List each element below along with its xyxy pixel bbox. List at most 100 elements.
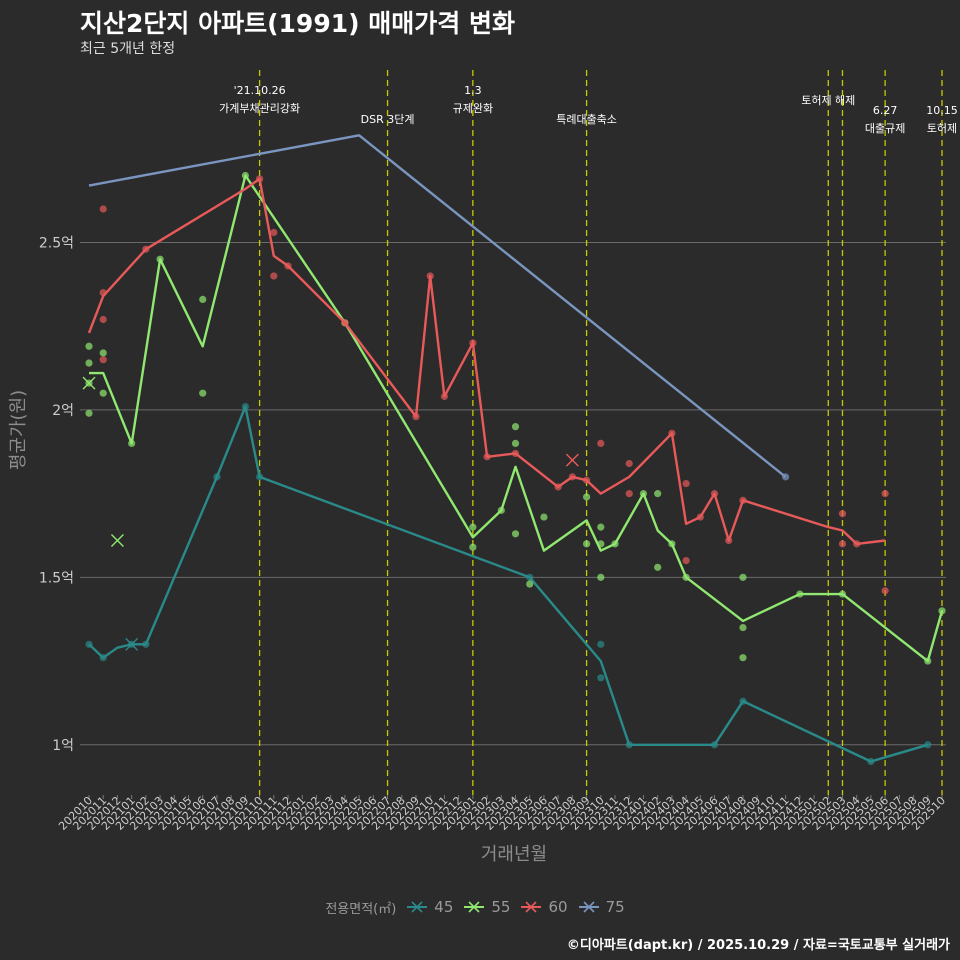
data-point-55: [85, 342, 93, 350]
data-point-60: [99, 356, 107, 364]
data-point-60: [412, 413, 420, 421]
event-label-date: 10.15: [926, 104, 958, 117]
data-point-60: [838, 540, 847, 548]
data-point-45: [99, 654, 107, 662]
data-point-60: [568, 473, 576, 481]
data-point-55: [682, 573, 690, 581]
event-label-date: '21.10.26: [234, 84, 286, 97]
legend-item-75: 75: [578, 898, 625, 916]
data-point-60: [838, 510, 847, 518]
event-label-date: 6.27: [873, 104, 898, 117]
data-point-55: [497, 506, 505, 514]
gridlines: [80, 241, 946, 746]
data-point-55: [526, 580, 534, 588]
data-point-60: [625, 490, 633, 498]
data-point-45: [213, 473, 221, 481]
data-point-60: [881, 587, 889, 595]
cross-stroke: [125, 637, 139, 651]
data-point-55: [938, 607, 946, 615]
data-point-55: [611, 540, 619, 548]
data-point-60: [426, 272, 434, 280]
data-point-55: [156, 255, 164, 263]
chart-title: 지산2단지 아파트(1991) 매매가격 변화: [80, 9, 515, 38]
data-point-60: [142, 245, 150, 253]
legend-key-icon: [521, 901, 542, 913]
data-point-60: [625, 459, 633, 468]
data-point-45: [924, 741, 932, 749]
legend-key-icon: [407, 901, 428, 913]
data-point-55: [739, 623, 747, 632]
data-point-60: [597, 439, 605, 447]
data-point-60: [710, 490, 719, 498]
y-tick-label: 2억: [52, 403, 74, 419]
data-point-55: [796, 590, 804, 598]
data-point-45: [241, 402, 249, 411]
data-point-75: [782, 473, 790, 481]
data-point-60: [511, 449, 520, 458]
legend-label: 55: [491, 898, 511, 916]
data-point-45: [867, 757, 875, 766]
data-point-45: [142, 640, 150, 648]
data-point-60: [554, 483, 562, 491]
data-point-45: [597, 674, 605, 682]
series-line-45: [88, 405, 929, 763]
data-point-60: [853, 540, 861, 548]
data-point-60: [881, 490, 889, 498]
data-point-60: [440, 392, 449, 401]
event-label-text: 토허제: [927, 122, 957, 135]
data-point-55: [99, 389, 107, 397]
event-label-text: 대출규제: [865, 122, 905, 135]
data-point-55: [582, 493, 591, 501]
event-label-text: 토허제 해제: [801, 93, 855, 107]
event-label-text: DSR 3단계: [361, 113, 415, 126]
event-label-date: 1.3: [464, 84, 482, 97]
data-point-60: [483, 453, 491, 461]
data-point-45: [526, 573, 534, 581]
data-point-60: [469, 339, 477, 347]
event-label-text: 특례대출축소: [556, 113, 617, 126]
data-point-55: [739, 573, 747, 581]
data-point-55: [85, 359, 93, 367]
data-point-60: [284, 262, 292, 270]
data-point-60: [725, 536, 733, 545]
data-point-55: [924, 657, 932, 665]
data-point-55: [597, 540, 605, 548]
data-point-55: [128, 439, 136, 447]
series-layer: [82, 134, 946, 766]
data-point-55: [99, 349, 107, 357]
x-axis-title: 거래년월: [481, 844, 547, 865]
legend-item-60: 60: [520, 898, 568, 916]
legend-item-45: 45: [406, 898, 453, 916]
cross-marker-55: [110, 534, 124, 547]
data-point-55: [582, 540, 591, 548]
cross-stroke: [82, 376, 96, 390]
data-point-55: [469, 543, 477, 551]
data-point-60: [739, 496, 747, 504]
cross-marker-45: [125, 637, 139, 651]
cross-stroke: [565, 453, 579, 467]
legend-item-55: 55: [463, 898, 510, 916]
data-point-45: [710, 741, 719, 749]
cross-stroke: [110, 534, 124, 547]
data-point-45: [739, 697, 747, 705]
data-point-45: [597, 640, 605, 648]
data-point-60: [99, 289, 107, 297]
data-point-60: [341, 319, 349, 327]
data-point-55: [85, 409, 93, 417]
data-point-60: [270, 228, 278, 237]
legend-title: 전용면적(㎡): [325, 901, 397, 917]
series-line-60: [87, 177, 886, 546]
data-point-60: [696, 513, 704, 521]
data-point-55: [511, 439, 520, 447]
y-axis-title: 평균가(원): [8, 390, 29, 470]
legend: 전용면적(㎡) 45 55 60 75: [0, 896, 960, 918]
y-tick-label: 1.5억: [39, 570, 74, 586]
data-point-55: [241, 171, 249, 180]
data-point-55: [597, 523, 605, 531]
legend-key-icon: [464, 901, 485, 913]
data-point-55: [469, 523, 477, 531]
data-point-55: [597, 573, 605, 581]
data-point-60: [582, 476, 591, 484]
data-point-60: [668, 429, 676, 437]
